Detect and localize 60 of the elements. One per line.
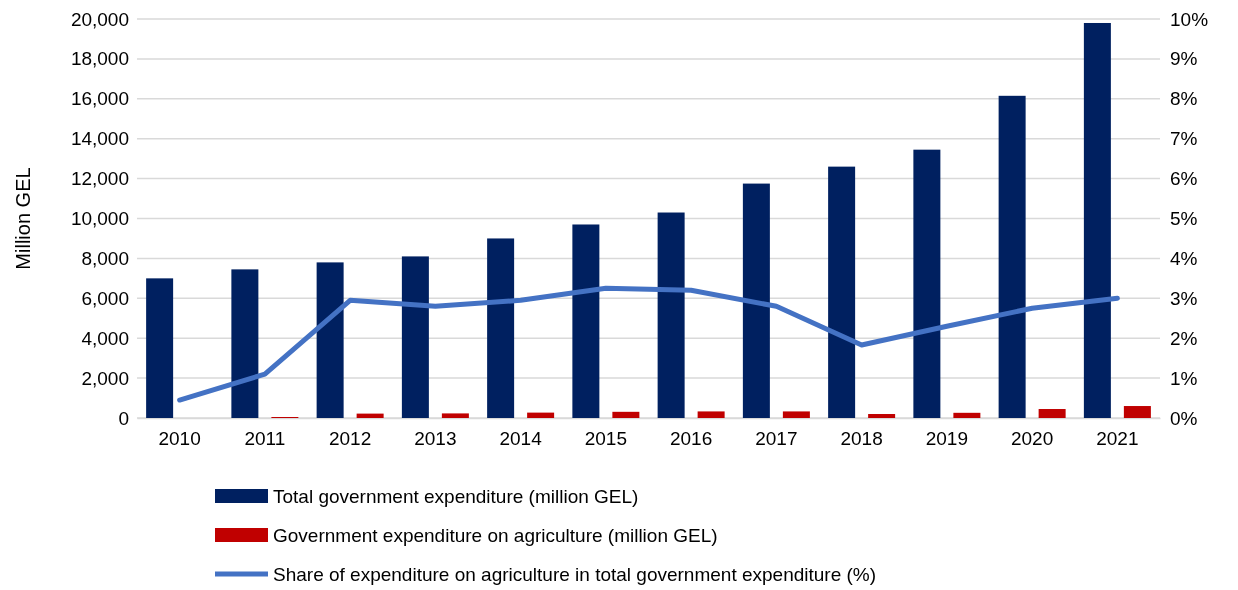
bar [657,212,685,418]
y2-tick-label: 5% [1170,208,1198,230]
y2-tick-label: 4% [1170,247,1198,269]
x-tick-label: 2020 [1010,428,1054,450]
bar [401,256,429,418]
y-tick-label: 0 [118,407,129,429]
y-tick-label: 6,000 [81,287,129,309]
y-tick-label: 18,000 [70,48,129,70]
bar [742,183,770,418]
bar [1038,409,1066,418]
x-tick-label: 2015 [584,428,628,450]
bar [913,149,941,418]
legend-label: Government expenditure on agriculture (million GEL) [273,525,718,546]
bar [231,269,259,418]
y-tick-label: 10,000 [70,208,129,230]
y2-tick-label: 0% [1170,407,1198,429]
y-tick-label: 16,000 [70,88,129,110]
x-tick-label: 2018 [840,428,883,450]
bar [1083,22,1111,418]
x-tick-label: 2019 [925,428,969,450]
y-tick-label: 14,000 [70,128,129,150]
x-tick-label: 2017 [755,428,798,450]
y-tick-label: 12,000 [70,168,129,190]
y-tick-label: 2,000 [81,367,129,389]
y2-tick-label: 9% [1170,48,1198,70]
bar [828,166,856,418]
y2-tick-label: 3% [1170,287,1198,309]
x-tick-label: 2014 [499,428,543,450]
x-tick-label: 2010 [158,428,201,450]
x-tick-label: 2011 [244,428,286,450]
y2-tick-label: 8% [1170,88,1198,110]
x-tick-label: 2013 [414,428,457,450]
legend-label: Total government expenditure (million GEL) [273,486,639,507]
x-tick-label: 2012 [328,428,372,450]
bar [487,238,515,418]
bar [782,411,810,418]
bar [146,278,174,418]
bar [697,411,725,418]
y2-tick-label: 6% [1170,168,1198,190]
bar [316,262,344,418]
x-tick-label: 2021 [1096,428,1139,450]
bar [441,413,469,418]
bar [998,95,1026,418]
bar [572,224,600,418]
y-tick-label: 8,000 [81,247,129,269]
y2-tick-label: 10% [1170,8,1209,30]
bar [527,412,555,418]
y-axis-title: Million GEL [12,167,34,270]
y2-tick-label: 2% [1170,327,1198,349]
y-tick-label: 4,000 [81,327,129,349]
y-tick-label: 20,000 [70,8,129,30]
bar [868,414,896,418]
bar [1123,406,1151,418]
bar [612,411,640,418]
bar [356,413,384,418]
y2-tick-label: 1% [1170,367,1198,389]
bar [953,412,981,418]
legend-label: Share of expenditure on agriculture in total government expenditure (%) [273,564,877,585]
y2-tick-label: 7% [1170,128,1198,150]
x-tick-label: 2016 [669,428,713,450]
